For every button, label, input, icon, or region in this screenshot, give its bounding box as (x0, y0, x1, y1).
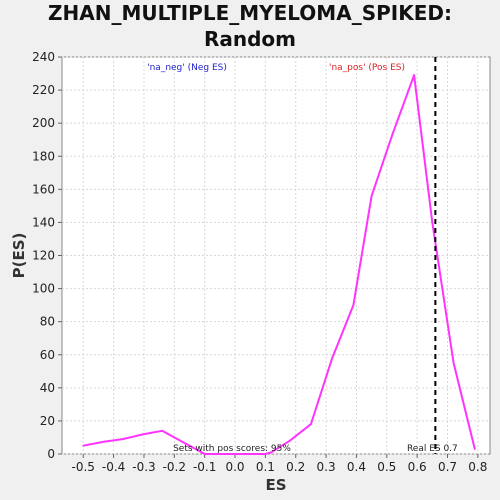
title-line-1: ZHAN_MULTIPLE_MYELOMA_SPIKED: Random (48, 1, 452, 51)
es-data-point (310, 423, 312, 426)
pos-es-label: 'na_pos' (Pos ES) (329, 63, 405, 73)
es-data-point (331, 357, 334, 359)
es-data-point (370, 195, 373, 197)
es-data-point (264, 453, 267, 455)
es-data-point (452, 362, 455, 364)
y-axis-title: P(ES) (10, 233, 28, 279)
x-tick-label: 0.6 (408, 460, 427, 474)
y-tick-label: 100 (32, 282, 55, 296)
neg-es-label: 'na_neg' (Neg ES) (147, 63, 227, 73)
x-tick-label: 0.4 (347, 460, 366, 474)
series-layer (82, 74, 476, 455)
es-data-point (243, 453, 246, 455)
y-tick-label: 200 (32, 116, 55, 130)
real-es-label: Real ES 0.7 (407, 444, 458, 454)
es-data-point (473, 448, 476, 450)
es-data-point (413, 74, 416, 77)
es-data-point (182, 441, 185, 444)
es-data-point (82, 444, 85, 447)
sets-pos-scores-label: Sets with pos scores: 95% (173, 444, 291, 454)
y-tick-label: 120 (32, 249, 55, 263)
x-axis-title: ES (265, 476, 286, 494)
grid-lines (62, 56, 490, 455)
es-data-point (143, 433, 145, 436)
y-tick-label: 140 (32, 215, 55, 229)
x-tick-label: -0.3 (132, 460, 155, 474)
x-tick-label: 0.5 (377, 460, 396, 474)
y-tick-label: 220 (32, 83, 55, 97)
x-tick-label: 0.0 (225, 460, 244, 474)
es-data-point (203, 453, 206, 455)
x-tick-label: -0.1 (193, 460, 216, 474)
es-data-point (391, 132, 394, 134)
y-tick-label: 60 (40, 348, 55, 362)
x-tick-label: -0.2 (163, 460, 186, 474)
annotations: 'na_neg' (Neg ES) 'na_pos' (Pos ES) Sets… (147, 63, 458, 454)
x-tick-label: -0.4 (102, 460, 125, 474)
es-data-point (288, 439, 291, 442)
es-data-point (103, 440, 106, 443)
es-data-point (121, 438, 124, 441)
x-tick-label: 0.2 (286, 460, 305, 474)
y-tick-label: 0 (47, 447, 55, 461)
x-tick-label: 0.8 (468, 460, 487, 474)
es-data-point (270, 451, 273, 454)
y-tick-label: 40 (40, 381, 55, 395)
y-tick-label: 160 (32, 182, 55, 196)
x-tick-label: 0.1 (256, 460, 275, 474)
axes: 0 20 40 60 80 100 120 140 160 180 200 220 240 -0.5 -0.… (32, 50, 487, 474)
y-tick-label: 240 (32, 50, 55, 64)
y-tick-label: 80 (40, 315, 55, 329)
es-data-point (221, 453, 224, 455)
y-tick-label: 20 (40, 414, 55, 428)
es-data-point (431, 221, 434, 224)
es-data-point (352, 304, 355, 307)
es-data-point (161, 429, 164, 432)
x-tick-label: 0.7 (438, 460, 457, 474)
x-tick-label: 0.3 (317, 460, 336, 474)
x-tick-label: -0.5 (72, 460, 95, 474)
y-tick-label: 180 (32, 149, 55, 163)
